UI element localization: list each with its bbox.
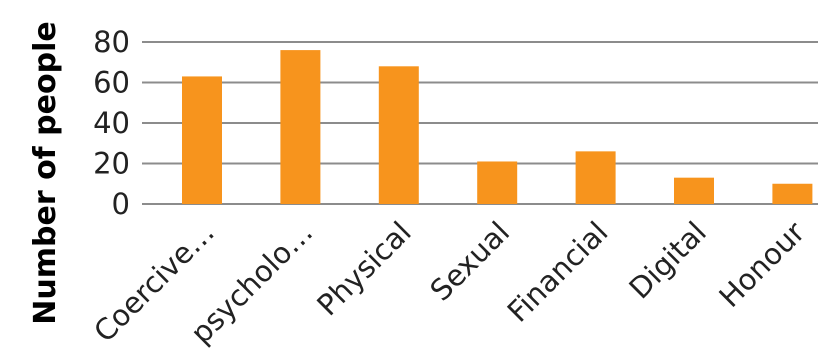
- x-tick-label: Financial: [501, 215, 615, 329]
- y-tick-label: 0: [112, 187, 130, 221]
- y-tick-label: 80: [93, 25, 130, 59]
- y-tick-label: 60: [93, 66, 130, 100]
- y-tick-label: 20: [93, 147, 130, 181]
- bar: [772, 183, 813, 204]
- bar: [182, 76, 222, 204]
- x-tick-labels: Coercive…psycholo…Physical SexualFinancia…: [87, 215, 811, 348]
- y-axis-title: Number of people: [28, 21, 63, 324]
- x-tick-label: Honour: [712, 215, 811, 314]
- bar: [575, 151, 616, 204]
- bar: [477, 161, 518, 204]
- x-tick-label: Sexual: [423, 215, 516, 308]
- bar: [280, 50, 321, 204]
- x-tick-label: Digital: [622, 215, 713, 306]
- x-tick-label: Physical: [310, 215, 417, 322]
- y-tick-labels: 0 20 40 60 80: [93, 25, 130, 221]
- bar: [378, 66, 419, 204]
- bars: [182, 50, 813, 204]
- y-tick-label: 40: [93, 106, 130, 140]
- bar: [674, 177, 714, 204]
